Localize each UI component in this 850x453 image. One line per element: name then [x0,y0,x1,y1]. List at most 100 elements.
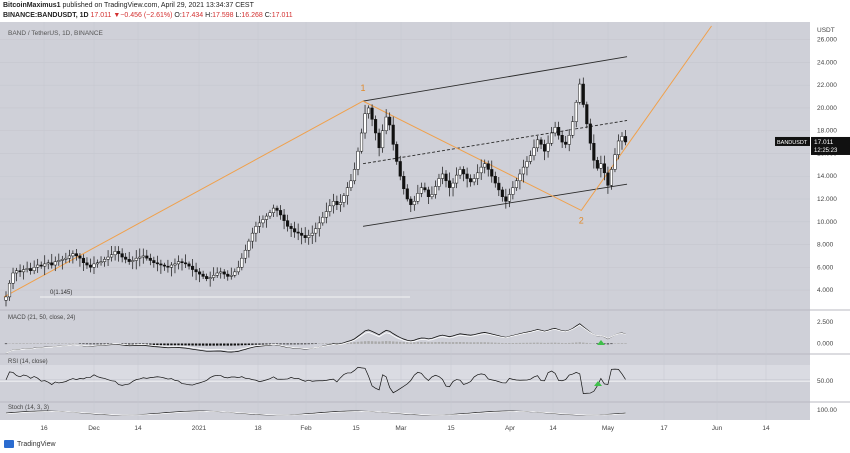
candle-body [314,228,318,234]
candle-body [264,215,269,220]
candle-body [208,277,212,279]
candle-body [511,187,515,195]
macd-histogram-bar [511,342,515,344]
time-tick-label: 15 [447,425,455,432]
candles [4,77,628,307]
candle-body [458,169,462,176]
stoch-label: Stoch (14, 3, 3) [8,405,49,411]
candle-body [7,282,12,298]
candle-body [57,260,61,262]
macd-histogram-bar [508,343,511,344]
macd-histogram-bar [282,343,286,345]
candle-body [183,262,188,265]
macd-histogram-bar [237,343,240,346]
candle-body [539,139,543,145]
candle-body [250,232,254,242]
author-name[interactable]: BitcoinMaximus1 [3,2,61,9]
macd-histogram-bar [92,343,96,345]
candle-body [148,257,152,261]
macd-histogram-bar [180,343,184,346]
macd-histogram-bar [106,343,110,345]
brand-label: TradingView [17,440,56,448]
price-change: ▼−0.456 (−2.61%) [113,12,173,19]
macd-histogram-bar [469,342,472,344]
candle-body [595,160,599,169]
candle-body [78,255,82,259]
candle-body [198,271,202,275]
price-tick-label: 12.000 [817,196,837,203]
candle-body [180,261,184,263]
candle-body [240,257,244,268]
time-tick-label: 2021 [192,425,207,432]
macd-histogram-bar [458,342,462,344]
macd-histogram-bar [128,343,131,345]
tradingview-logo[interactable]: TradingView [4,440,56,448]
macd-histogram-bar [289,343,293,345]
macd-histogram-bar [465,342,469,344]
macd-histogram-bar [413,342,416,344]
macd-histogram-bar [152,343,156,346]
macd-histogram-bar [272,343,275,345]
candle-body [342,195,346,203]
candle-body [493,175,497,184]
candle-body [546,142,550,152]
macd-histogram-bar [89,343,92,345]
candle-body [257,222,261,227]
macd-histogram-bar [54,343,57,344]
candle-body [39,264,43,267]
candle-body [226,273,230,277]
macd-histogram-bar [585,342,588,344]
price-chart[interactable]: 26.00024.00022.00020.00018.00016.00014.0… [0,22,850,437]
macd-histogram-bar [363,341,367,344]
candle-body [307,235,311,238]
macd-histogram-bar [402,342,405,344]
macd-histogram-bar [427,342,430,344]
candle-body [303,235,307,238]
candle-body [616,140,621,155]
candle-body [588,123,592,144]
macd-histogram-bar [377,341,381,344]
macd-histogram-bar [173,343,177,346]
macd-histogram-bar [159,343,163,346]
candle-body [271,207,276,213]
low-label: L: [235,12,242,19]
macd-histogram-bar [406,342,409,344]
time-tick-label: 15 [352,425,360,432]
macd-histogram-bar [187,343,191,346]
candle-body [535,139,540,149]
candle-body [145,255,149,259]
macd-histogram-bar [40,343,43,344]
time-axis [0,420,850,437]
macd-histogram-bar [589,343,592,344]
candle-body [254,226,258,234]
candle-body [187,263,191,267]
macd-histogram-bar [349,342,353,344]
countdown-label: 12:25:23 [814,148,838,154]
macd-histogram-bar [430,342,434,344]
macd-histogram-bar [296,343,300,345]
macd-histogram-bar [325,343,328,344]
candle-body [46,262,50,265]
macd-histogram-bar [395,341,398,344]
candle-body [532,147,536,157]
price-tick-label: 22.000 [817,82,837,89]
candle-body [451,182,455,188]
time-tick-label: 14 [549,425,557,432]
time-tick-label: 14 [134,425,142,432]
candle-body [521,166,525,175]
macd-histogram-bar [208,343,212,346]
macd-histogram-bar [68,343,71,344]
macd-histogram-bar [335,342,339,344]
macd-histogram-bar [166,343,170,346]
macd-histogram-bar [560,342,564,344]
macd-histogram-bar [300,343,303,345]
grid [0,22,810,420]
macd-histogram-bar [553,342,557,344]
last-price-tag [811,136,850,155]
candle-body [455,174,459,184]
macd-histogram-bar [4,343,8,345]
macd-histogram-bar [156,343,159,346]
candle-body [236,267,240,273]
macd-histogram-bar [497,342,500,344]
candle-body [525,161,529,168]
